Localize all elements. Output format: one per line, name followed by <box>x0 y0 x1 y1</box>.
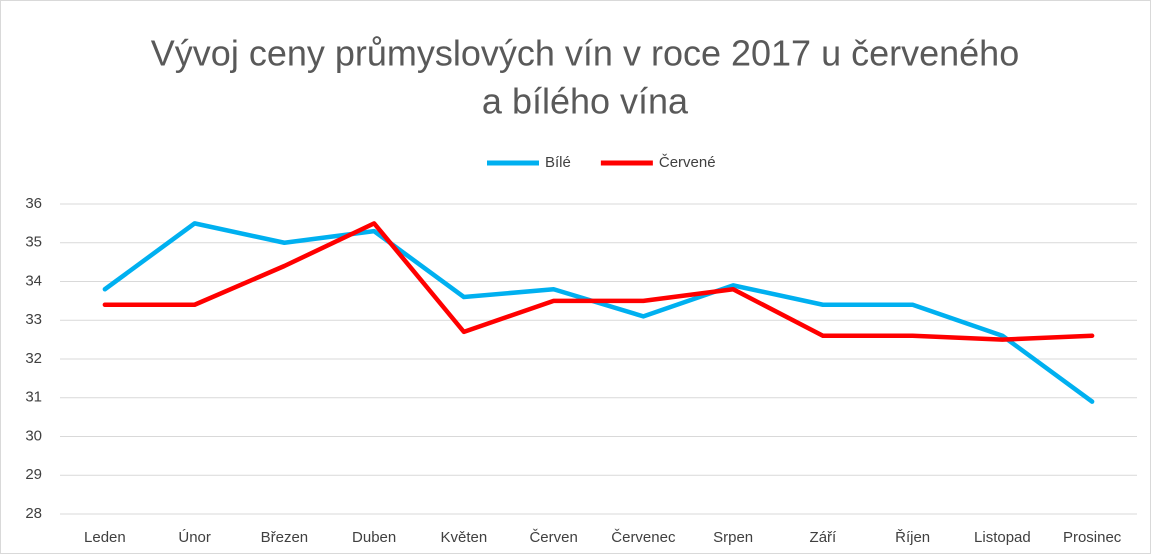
x-tick-label: Listopad <box>974 529 1031 546</box>
legend-label: Červené <box>659 154 716 171</box>
chart-title: Vývoj ceny průmyslových vín v roce 2017 … <box>151 33 1019 74</box>
x-tick-label: Srpen <box>713 529 753 546</box>
y-tick-label: 32 <box>25 350 42 367</box>
y-tick-label: 30 <box>25 427 42 444</box>
x-tick-label: Únor <box>178 529 211 546</box>
x-tick-label: Duben <box>352 529 396 546</box>
chart-title: a bílého vína <box>482 81 689 122</box>
y-tick-label: 33 <box>25 311 42 328</box>
y-tick-label: 34 <box>25 272 42 289</box>
x-tick-label: Březen <box>261 529 309 546</box>
y-tick-label: 29 <box>25 466 42 483</box>
x-tick-label: Říjen <box>895 529 930 546</box>
x-tick-label: Leden <box>84 529 126 546</box>
x-tick-label: Červen <box>529 529 577 546</box>
y-tick-label: 31 <box>25 389 42 406</box>
y-tick-label: 28 <box>25 505 42 522</box>
y-tick-label: 36 <box>25 195 42 212</box>
legend-label: Bílé <box>545 154 571 171</box>
x-tick-label: Prosinec <box>1063 529 1122 546</box>
series-line <box>102 221 1095 342</box>
y-tick-label: 35 <box>25 234 42 251</box>
x-tick-label: Září <box>810 529 838 546</box>
x-tick-label: Červenec <box>611 529 676 546</box>
x-tick-label: Květen <box>441 529 488 546</box>
